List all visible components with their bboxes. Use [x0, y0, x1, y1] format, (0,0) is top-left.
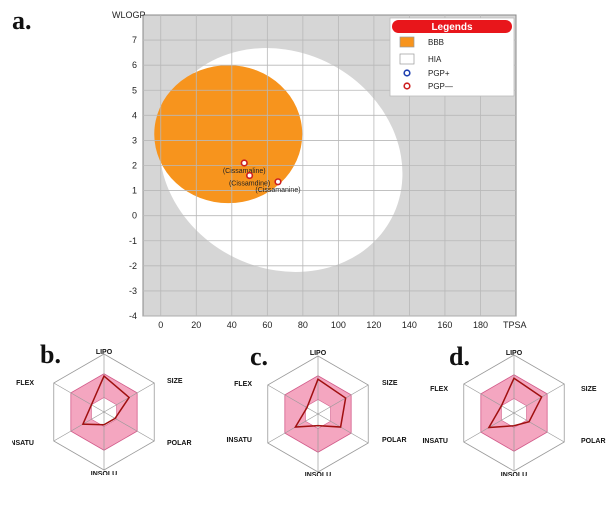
point-label: (Cissamdine)	[229, 181, 270, 188]
y-tick-label: 0	[132, 211, 137, 221]
data-point-pgp-minus	[274, 178, 282, 186]
x-tick-label: 0	[158, 320, 163, 330]
panel-label-b: b.	[40, 340, 61, 369]
radar-axis-label: INSOLU	[501, 472, 527, 476]
radar-axis-label: INSATU	[422, 438, 448, 445]
radar-axis-label: INSATU	[12, 440, 34, 447]
radar-spoke	[513, 412, 565, 443]
y-tick-label: -2	[129, 261, 137, 271]
panel-label-c: c.	[250, 342, 269, 371]
radar-axis-label: LIPO	[506, 350, 523, 357]
panel-label-d: d.	[449, 342, 470, 371]
radar-axis-label: FLEX	[16, 380, 34, 387]
legend-marker	[403, 69, 411, 77]
radar-spoke	[267, 413, 319, 444]
radar-spoke	[513, 383, 565, 414]
boiled-egg-chart: 0 20 40 60 80 100 120 140 160 180 -4 -3 -2 -1 0 1 2 3 4 5 6 7…	[112, 10, 527, 330]
data-point-pgp-minus	[240, 159, 248, 167]
bbb-region	[154, 65, 303, 204]
legend-swatch	[399, 53, 415, 65]
radar-axis-label: FLEX	[234, 381, 252, 388]
x-tick-label: 40	[227, 320, 237, 330]
legend-marker	[403, 82, 411, 90]
radar-axis-label: SIZE	[581, 386, 597, 393]
legend-entry-label: PGP—	[428, 82, 453, 91]
radar-spoke	[317, 413, 369, 444]
y-tick-label: 2	[132, 161, 137, 171]
x-tick-label: 160	[437, 320, 452, 330]
y-tick-label: -3	[129, 286, 137, 296]
radar-spoke	[463, 383, 515, 414]
x-tick-label: 180	[473, 320, 488, 330]
legend-title: Legends	[431, 22, 473, 33]
point-label: (Cissamanine)	[255, 187, 300, 194]
y-tick-label: 1	[132, 186, 137, 196]
point-label: (Cissamaline)	[223, 168, 266, 175]
legend-entry-label: PGP+	[428, 69, 450, 78]
x-tick-label: 60	[262, 320, 272, 330]
radar-axis-label: FLEX	[430, 386, 448, 393]
y-axis-label: WLOGP	[112, 10, 146, 20]
legend-swatch	[399, 36, 415, 48]
y-tick-label: 5	[132, 85, 137, 95]
legend-entry-label: BBB	[428, 38, 444, 47]
y-tick-label: 3	[132, 135, 137, 145]
radar-axis-label: POLAR	[167, 440, 192, 447]
radar-spoke	[53, 411, 105, 442]
legend-title-bg	[392, 20, 512, 33]
legend-entry-label: HIA	[428, 55, 442, 64]
radar-axis-label: INSATU	[226, 437, 252, 444]
property-polygon	[294, 378, 347, 428]
x-tick-label: 140	[402, 320, 417, 330]
x-tick-label: 100	[331, 320, 346, 330]
data-point-pgp-minus	[245, 171, 254, 180]
radar-spoke	[103, 411, 155, 442]
y-tick-label: 7	[132, 35, 137, 45]
x-tick-label: 20	[191, 320, 201, 330]
radar-spoke	[317, 384, 369, 415]
x-tick-label: 80	[298, 320, 308, 330]
x-tick-label: 120	[366, 320, 381, 330]
y-tick-label: 4	[132, 110, 137, 120]
radar-axis-label: INSOLU	[91, 471, 117, 475]
radar-axis-label: POLAR	[581, 438, 606, 445]
radar-axis-label: INSOLU	[305, 472, 331, 476]
radar-axis-label: LIPO	[96, 349, 113, 356]
radar-axis-label: SIZE	[167, 378, 183, 385]
y-tick-label: -4	[129, 311, 137, 321]
radar-spoke	[267, 384, 319, 415]
panel-label-a: a.	[12, 6, 32, 35]
radar-spoke	[53, 382, 105, 413]
radar-axis-label: SIZE	[382, 380, 398, 387]
radar-chart-b: LIPO SIZE POLAR INSOLU INSATU FLEX	[12, 349, 192, 475]
radar-chart-c: LIPO SIZE POLAR INSOLU INSATU FLEX	[226, 350, 407, 476]
property-polygon	[487, 377, 543, 429]
x-axis-label: TPSA	[503, 320, 527, 330]
radar-chart-d: LIPO SIZE POLAR INSOLU INSATU FLEX	[422, 350, 606, 476]
y-tick-label: -1	[129, 236, 137, 246]
property-polygon	[81, 374, 131, 426]
radar-axis-label: POLAR	[382, 437, 407, 444]
y-tick-label: 6	[132, 60, 137, 70]
radar-axis-label: LIPO	[310, 350, 327, 357]
